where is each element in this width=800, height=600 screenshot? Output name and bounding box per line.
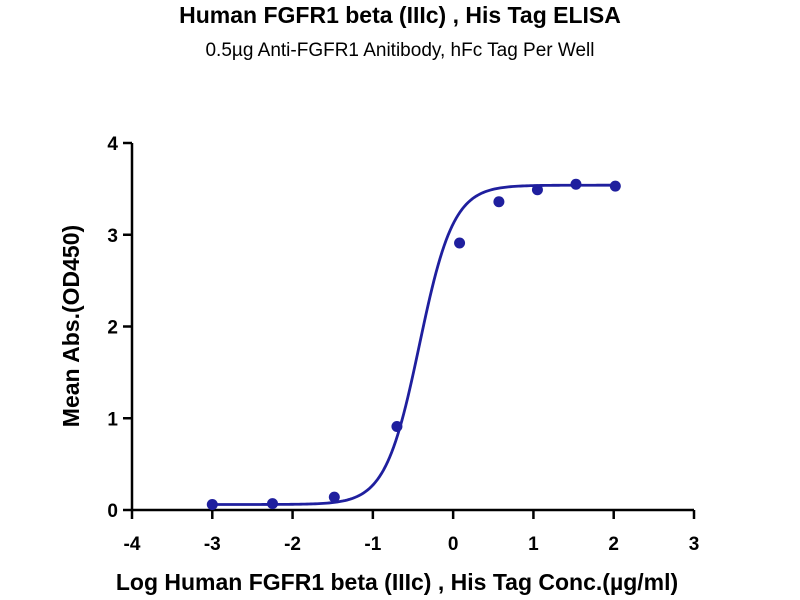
y-tick-label: 3 [107,226,118,247]
data-point [609,180,621,192]
x-tick-label: -4 [124,534,141,555]
x-tick-label: -2 [284,534,301,555]
y-axis-title: Mean Abs.(OD450) [58,225,84,427]
data-point [454,237,466,249]
y-tick-label: 4 [107,134,118,155]
data-point [570,178,582,190]
data-point [206,498,218,510]
fit-curve [212,183,616,506]
x-axis-title: Log Human FGFR1 beta (IIIc) , His Tag Co… [116,569,678,595]
data-point [531,184,543,196]
data-point [493,196,505,208]
x-tick-label: 1 [528,534,539,555]
x-tick-label: 0 [448,534,459,555]
chart-title: Human FGFR1 beta (IIIc) , His Tag ELISA [179,2,621,28]
y-tick-label: 0 [107,501,118,522]
chart-subtitle: 0.5µg Anti-FGFR1 Anitibody, hFc Tag Per … [205,40,595,61]
x-tick-label: -1 [364,534,381,555]
y-tick-label: 2 [107,318,118,339]
data-points-layer [206,178,621,510]
data-point [391,421,403,433]
x-tick-label: 3 [689,534,700,555]
fit-curve-layer [212,183,616,506]
y-tick-label: 1 [107,409,118,430]
x-tick-label: 2 [608,534,619,555]
data-point [267,498,278,510]
axes: -4 -3 -2 -1 0 1 2 3 0 1 2 3 4 [107,134,699,555]
x-tick-label: -3 [204,534,221,555]
data-point [328,491,340,503]
